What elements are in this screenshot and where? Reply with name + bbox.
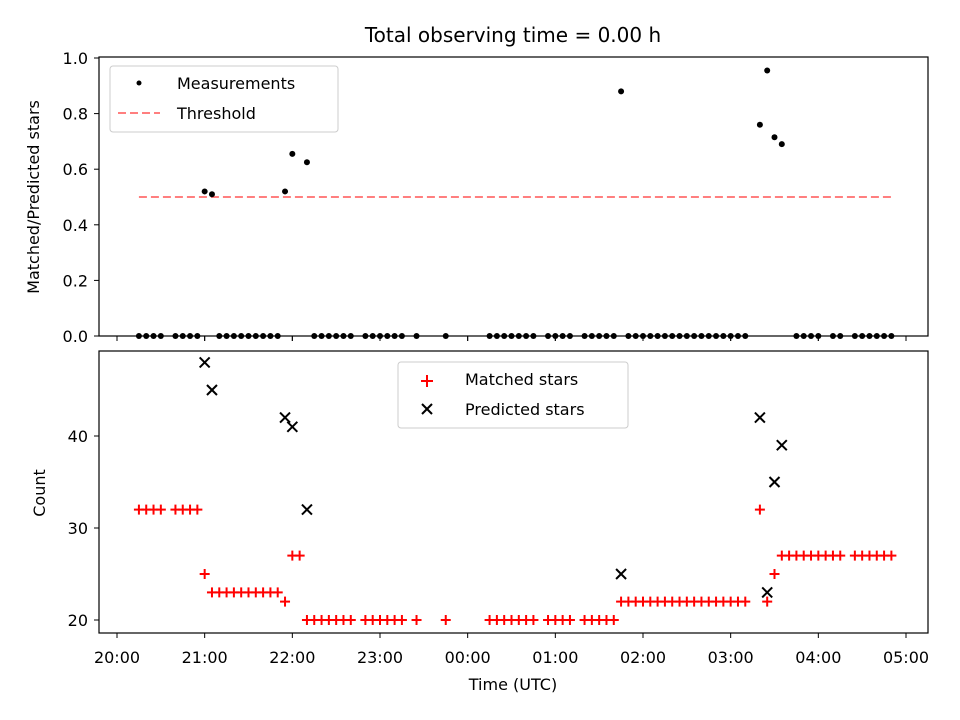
legend-measurements-marker xyxy=(136,80,142,86)
measurement-point xyxy=(618,88,625,95)
bottom-y-tick-label: 40 xyxy=(68,427,88,446)
top-y-tick-label: 1.0 xyxy=(63,49,88,68)
predicted-star-point xyxy=(206,384,218,396)
bottom-y-tick-label: 20 xyxy=(68,611,88,630)
top-legend-box xyxy=(109,65,339,133)
legend-predicted-label: Predicted stars xyxy=(465,400,585,419)
x-tick-label: 01:00 xyxy=(532,648,578,667)
predicted-star-point xyxy=(768,476,781,488)
matched-star-point xyxy=(528,615,539,625)
legend-measurements-label: Measurements xyxy=(177,74,295,93)
bottom-legend-box xyxy=(397,361,629,429)
legend-threshold-label: Threshold xyxy=(176,104,256,123)
matched-star-point xyxy=(754,504,765,515)
matched-star-point xyxy=(272,587,283,598)
x-tick-label: 23:00 xyxy=(357,648,403,667)
matched-star-point xyxy=(396,615,407,625)
predicted-star-point xyxy=(286,421,299,433)
top-y-tick-label: 0.6 xyxy=(63,160,88,179)
matched-star-point xyxy=(769,569,780,579)
bottom-axes-frame xyxy=(98,350,929,634)
matched-star-point xyxy=(886,550,897,561)
x-tick-label: 22:00 xyxy=(269,648,315,667)
x-tick-label: 05:00 xyxy=(883,648,929,667)
top-legend: Measurements Threshold xyxy=(109,65,339,133)
x-tick-label: 00:00 xyxy=(445,648,491,667)
matched-star-point xyxy=(294,550,305,561)
measurement-point xyxy=(282,188,289,195)
top-axes-frame xyxy=(98,56,929,337)
measurement-point xyxy=(208,191,215,198)
matched-star-point xyxy=(280,596,291,607)
x-tick-label: 03:00 xyxy=(708,648,754,667)
x-tick-label: 20:00 xyxy=(94,648,140,667)
matched-star-point xyxy=(155,504,166,515)
matched-star-point xyxy=(608,615,619,625)
legend-matched-marker xyxy=(421,375,433,387)
bottom-y-tick-label: 30 xyxy=(68,519,88,538)
predicted-star-point xyxy=(615,568,627,580)
measurement-point xyxy=(778,141,785,148)
x-tick-label: 21:00 xyxy=(182,648,228,667)
x-tick-label: 04:00 xyxy=(795,648,841,667)
predicted-star-point xyxy=(301,503,313,516)
predicted-star-point xyxy=(279,411,291,424)
matched-star-point xyxy=(740,596,751,607)
matched-star-point xyxy=(564,615,575,625)
top-axes: Total observing time = 0.00 h 0.0 0.2 0.4 0… xyxy=(24,23,929,346)
measurement-point xyxy=(201,188,208,195)
top-y-tick-label: 0.4 xyxy=(63,216,88,235)
legend-predicted-marker xyxy=(421,403,433,415)
matched-star-point xyxy=(345,615,356,625)
matched-star-point xyxy=(411,615,422,625)
measurement-point xyxy=(289,150,296,157)
top-y-axis-label: Matched/Predicted stars xyxy=(24,100,43,294)
predicted-star-point xyxy=(198,356,211,369)
top-y-tick-label: 0.2 xyxy=(63,271,88,290)
bottom-axes: 20:00 21:00 22:00 23:00 00:00 01:00 02:00 03:00… xyxy=(30,336,929,694)
measurement-point xyxy=(303,159,310,166)
matched-star-point xyxy=(835,550,846,561)
predicted-star-point xyxy=(754,411,766,424)
x-tick-label: 02:00 xyxy=(620,648,666,667)
predicted-star-point xyxy=(761,586,773,599)
matched-star-point xyxy=(762,596,773,607)
measurement-point xyxy=(764,67,771,74)
bottom-y-axis-label: Count xyxy=(30,469,49,517)
legend-matched-label: Matched stars xyxy=(465,370,578,389)
measurement-point xyxy=(771,134,778,141)
top-chart-title: Total observing time = 0.00 h xyxy=(364,23,661,47)
predicted-star-point xyxy=(776,439,788,451)
matched-star-point xyxy=(192,504,203,515)
top-y-tick-label: 0.8 xyxy=(63,105,88,124)
bottom-legend: Matched stars Predicted stars xyxy=(397,361,629,429)
matched-star-point xyxy=(199,569,210,579)
matched-star-point xyxy=(440,615,451,625)
measurement-point xyxy=(756,121,763,128)
top-y-tick-label: 0.0 xyxy=(63,327,88,346)
x-axis-label: Time (UTC) xyxy=(468,675,557,694)
